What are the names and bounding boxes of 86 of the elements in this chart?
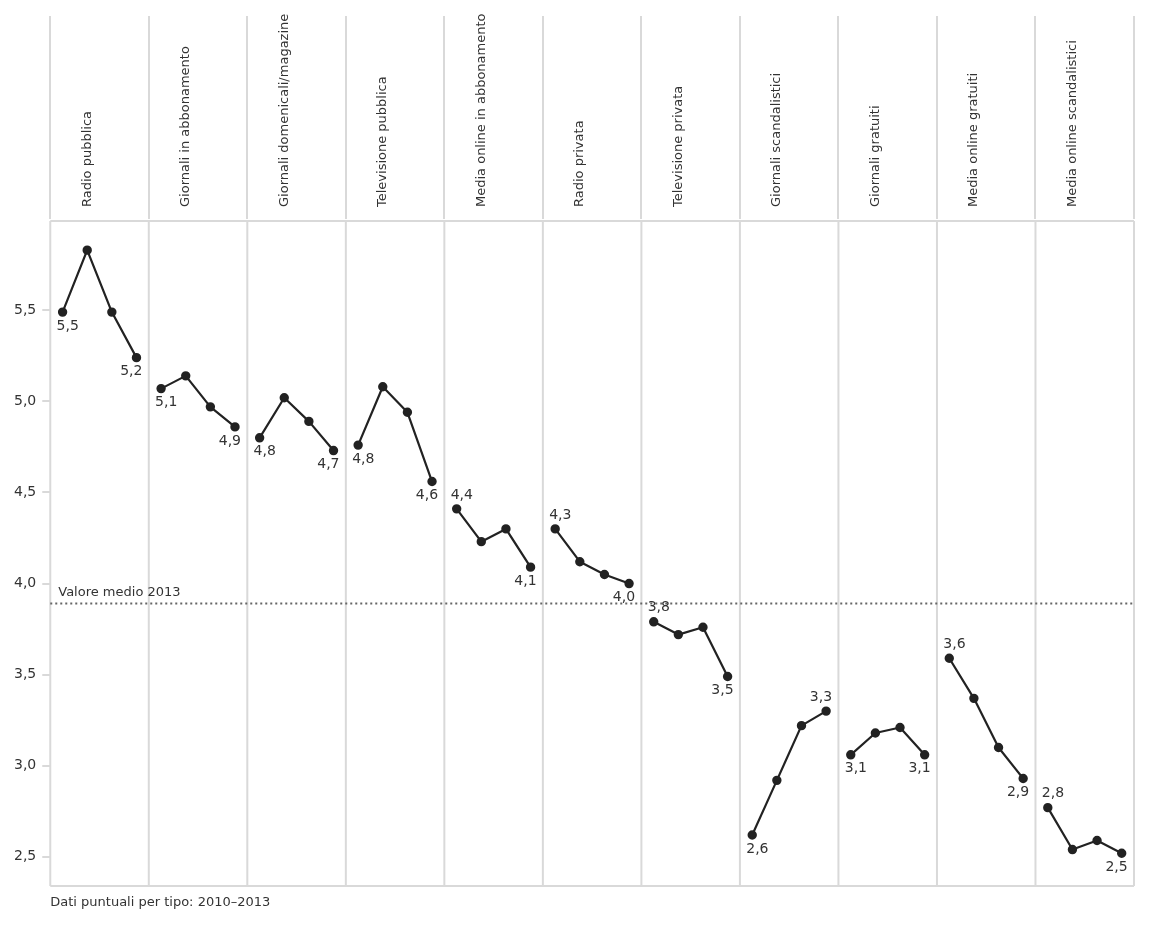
data-label: 3,3 xyxy=(809,687,833,704)
data-label: 5,2 xyxy=(120,362,143,379)
data-label: 4,1 xyxy=(514,571,537,588)
point xyxy=(230,422,240,432)
data-label: 4,9 xyxy=(218,431,241,448)
point xyxy=(82,245,92,255)
data-label: 5,5 xyxy=(56,316,79,333)
data-label: 2,9 xyxy=(1006,783,1030,800)
x-tick-label: Radio pubblica xyxy=(78,111,94,207)
point xyxy=(57,307,68,317)
x-tick-label: Radio privata xyxy=(571,120,587,207)
x-tick-label: Giornali domenicali/magazine xyxy=(275,13,291,207)
point xyxy=(624,578,634,589)
point xyxy=(1018,773,1028,784)
point xyxy=(131,352,142,363)
point xyxy=(156,383,166,394)
y-tick-label: 4,5 xyxy=(14,483,37,500)
point xyxy=(599,569,610,580)
data-label: 3,8 xyxy=(647,598,670,615)
data-label: 4,8 xyxy=(253,442,276,459)
y-tick-label: 5,0 xyxy=(14,392,37,409)
y-tick-label: 3,5 xyxy=(14,665,37,682)
x-tick-label: Giornali gratuiti xyxy=(866,105,882,207)
data-label: 4,6 xyxy=(415,486,439,503)
data-label: 2,6 xyxy=(746,839,769,856)
x-tick-label: Media online in abbonamento xyxy=(472,13,488,207)
point xyxy=(747,830,757,840)
point xyxy=(501,524,511,534)
data-label: 3,5 xyxy=(711,681,734,698)
point xyxy=(919,750,930,760)
x-tick-label: Televisione privata xyxy=(669,85,685,208)
point xyxy=(969,693,979,704)
x-tick-label: Televisione pubblica xyxy=(374,76,390,208)
point xyxy=(181,371,191,381)
point xyxy=(796,720,807,731)
point xyxy=(649,617,659,627)
y-tick-label: 2,5 xyxy=(14,847,37,864)
point xyxy=(821,706,831,716)
data-label: 4,4 xyxy=(450,485,474,502)
data-label: 3,6 xyxy=(943,634,966,651)
data-label: 4,3 xyxy=(549,505,572,522)
data-label: 5,1 xyxy=(155,393,178,410)
point xyxy=(205,402,216,412)
x-tick-label: Giornali in abbonamento xyxy=(177,46,193,207)
data-label: 4,0 xyxy=(612,588,636,605)
point xyxy=(1092,835,1102,846)
y-tick-label: 4,0 xyxy=(14,574,37,591)
point xyxy=(575,557,585,567)
point xyxy=(673,629,684,640)
point xyxy=(698,622,708,632)
data-label: 2,8 xyxy=(1041,784,1065,801)
data-label: 4,7 xyxy=(317,455,340,472)
point xyxy=(772,775,782,786)
point xyxy=(993,742,1004,753)
point xyxy=(550,524,560,534)
x-tick-label: Media online scandalistici xyxy=(1063,40,1079,207)
point xyxy=(378,382,388,392)
point xyxy=(254,433,265,443)
y-tick-label: 5,5 xyxy=(14,300,37,317)
point xyxy=(525,562,536,572)
point xyxy=(722,671,733,682)
point xyxy=(353,440,363,450)
point xyxy=(279,393,289,403)
data-label: 2,5 xyxy=(1105,857,1128,874)
point xyxy=(107,307,117,317)
point xyxy=(402,407,413,417)
point xyxy=(1043,802,1053,813)
data-label: 3,1 xyxy=(908,759,931,776)
point xyxy=(846,750,856,760)
point xyxy=(1067,844,1078,855)
point xyxy=(944,653,954,663)
point xyxy=(870,728,881,738)
x-tick-label: Media online gratuiti xyxy=(965,72,981,207)
point xyxy=(895,722,905,733)
data-label: 4,8 xyxy=(352,449,375,466)
y-tick-label: 3,0 xyxy=(14,756,37,773)
point xyxy=(1116,848,1127,858)
text: Dati puntuali per tipo: 2010–2013 xyxy=(50,893,271,909)
point xyxy=(328,445,339,456)
data-label: 3,1 xyxy=(844,759,868,776)
point xyxy=(451,504,462,514)
point xyxy=(304,416,314,427)
x-tick-label: Giornali scandalistici xyxy=(768,72,784,207)
ref-line-label: Valore medio 2013 xyxy=(58,584,181,600)
point xyxy=(427,476,437,487)
point xyxy=(476,536,486,547)
